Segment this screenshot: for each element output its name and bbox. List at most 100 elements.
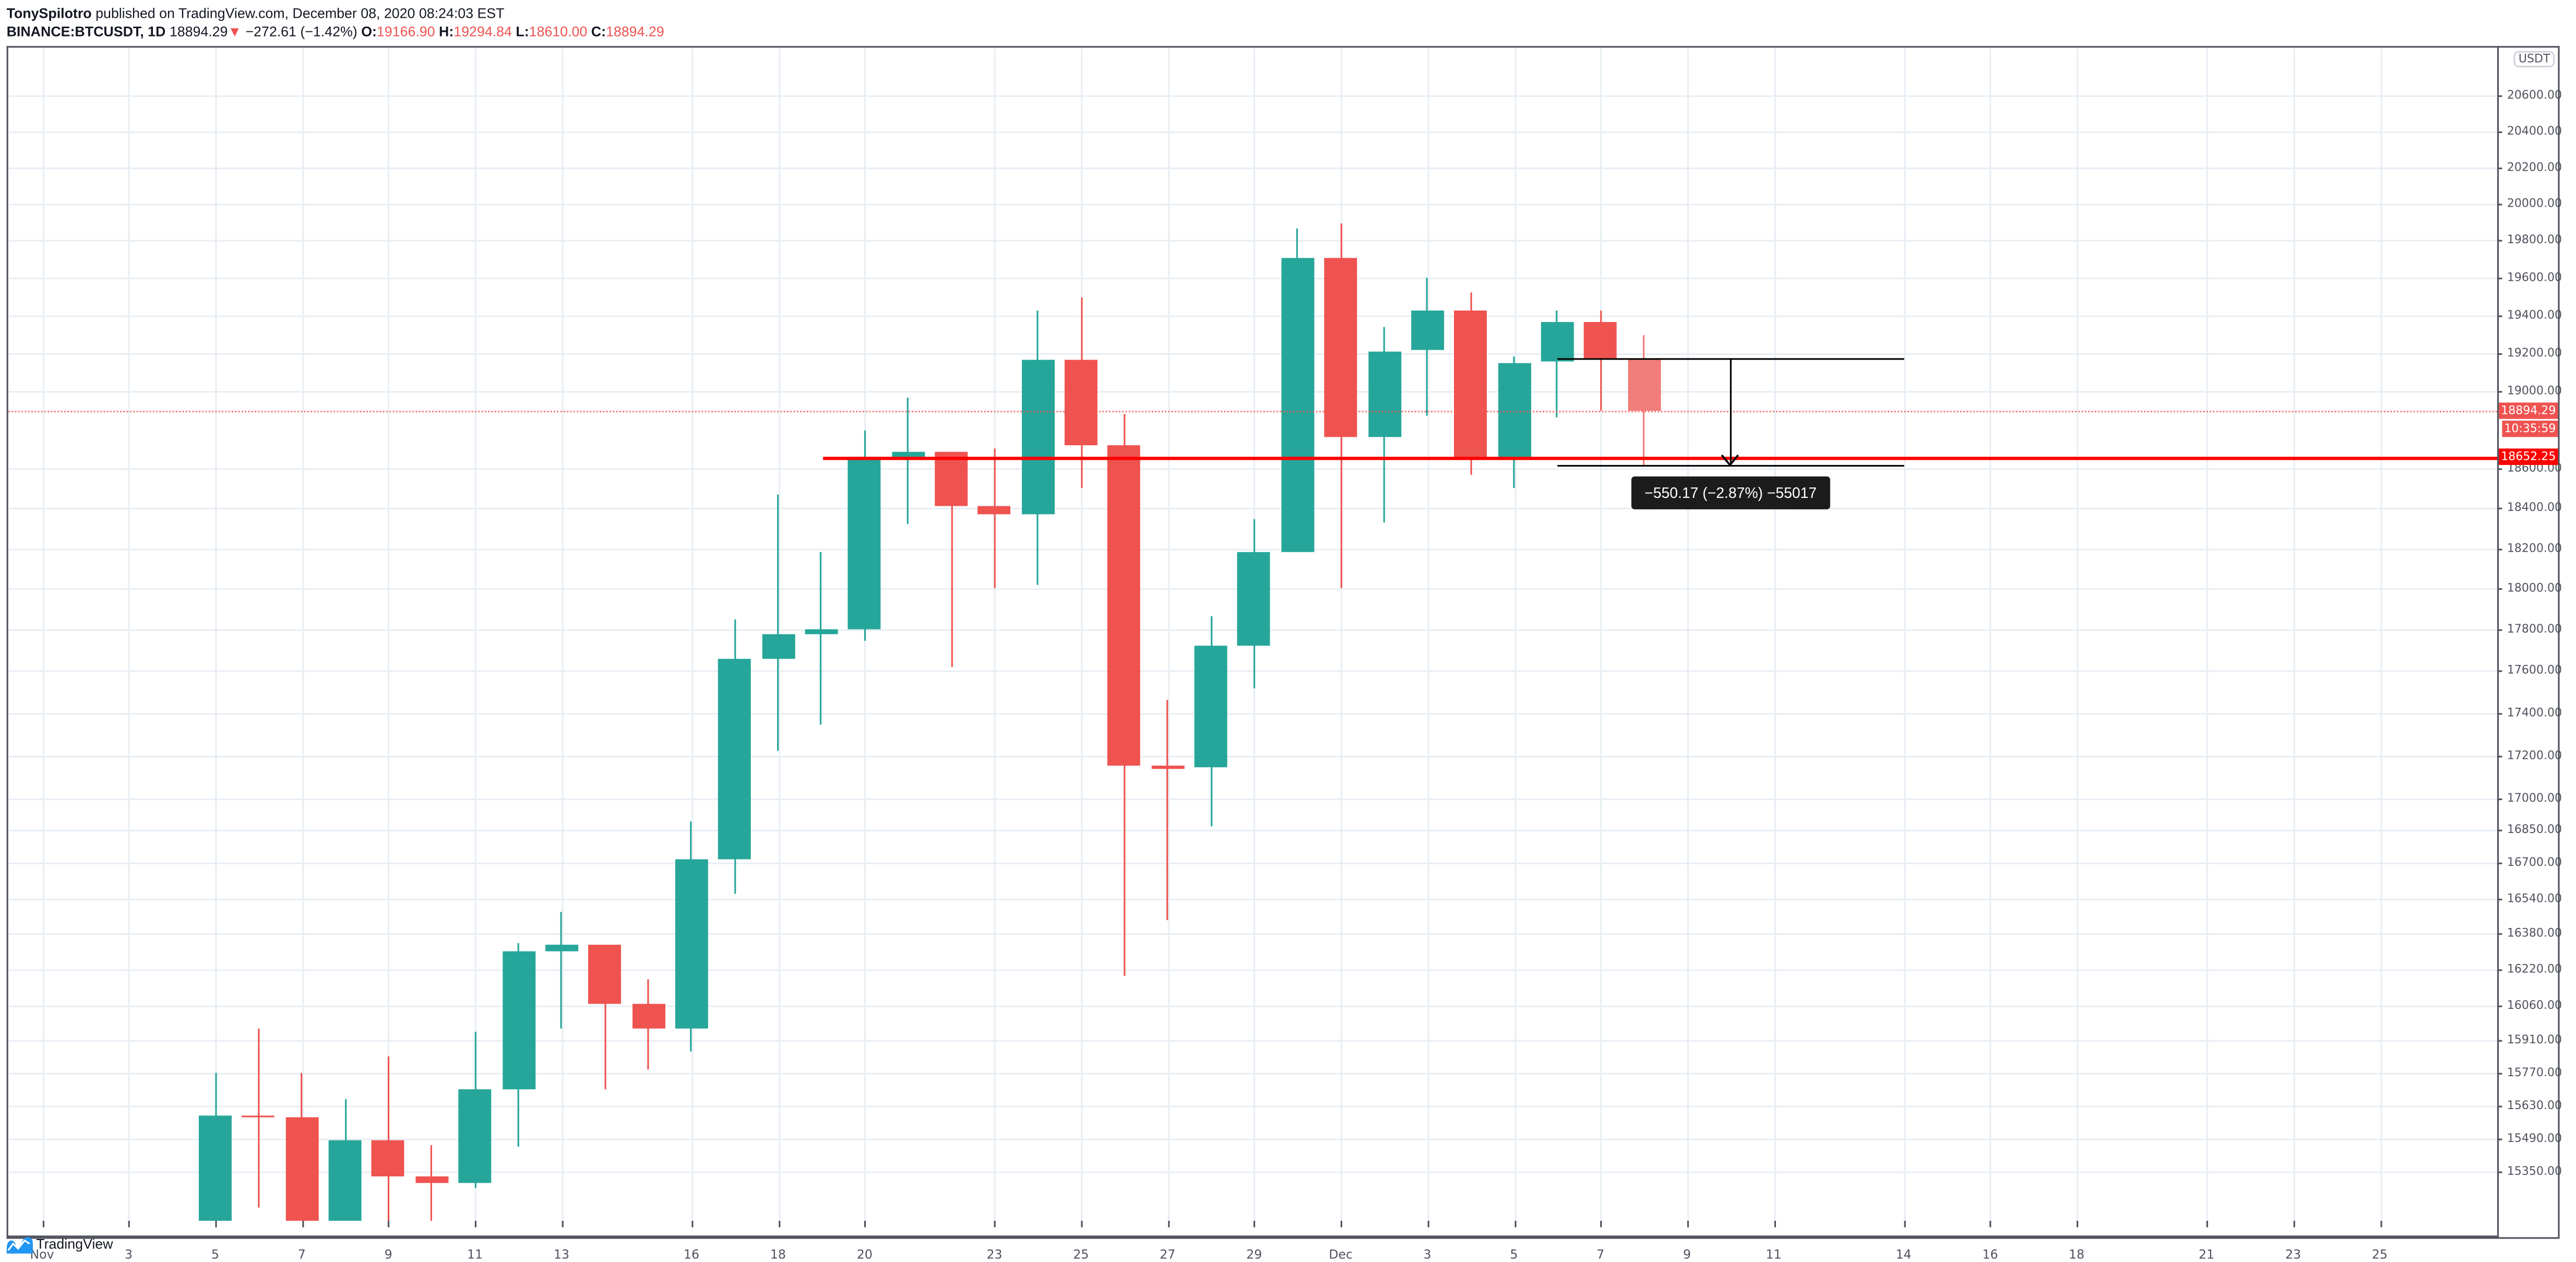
candle[interactable]	[1627, 359, 1661, 412]
grid-line-v	[1687, 47, 1689, 1221]
last-price: 18894.29	[169, 23, 228, 40]
candle[interactable]	[328, 1140, 362, 1221]
time-tick	[691, 1220, 694, 1228]
grid-line-h	[8, 755, 2497, 757]
time-label: Dec	[1329, 1247, 1353, 1262]
price-tick	[2497, 1006, 2502, 1008]
time-tick	[1341, 1220, 1343, 1228]
price-label: 19400.00	[2507, 308, 2562, 322]
open-key: O:	[361, 23, 377, 40]
price-tick	[2497, 755, 2502, 757]
price-label: 20400.00	[2507, 124, 2562, 138]
candle[interactable]	[1367, 351, 1401, 438]
time-tick	[388, 1220, 390, 1228]
level-line[interactable]	[823, 457, 2497, 460]
grid-line-h	[8, 130, 2497, 133]
chart-pane[interactable]	[6, 46, 2497, 1237]
candle-wick	[820, 552, 822, 725]
currency-badge[interactable]: USDT	[2513, 51, 2555, 68]
price-axis[interactable]	[2497, 46, 2560, 1237]
candle[interactable]	[848, 457, 881, 630]
candle-wick	[1600, 311, 1602, 411]
candle[interactable]	[977, 506, 1011, 515]
candle[interactable]	[805, 629, 838, 634]
grid-line-v	[1903, 47, 1905, 1221]
close-key: C:	[591, 23, 606, 40]
grid-line-v	[1341, 47, 1343, 1221]
time-label: 5	[1510, 1247, 1518, 1262]
price-tick	[2497, 203, 2502, 205]
author-name[interactable]: TonySpilotro	[6, 5, 92, 21]
measure-top-line[interactable]	[1557, 358, 1904, 361]
candle[interactable]	[198, 1114, 232, 1221]
candle[interactable]	[891, 451, 925, 457]
price-label: 15770.00	[2507, 1066, 2562, 1079]
arrow-down-icon	[1721, 455, 1739, 468]
candle[interactable]	[458, 1089, 492, 1184]
price-tick	[2497, 589, 2502, 591]
time-tick	[1687, 1220, 1689, 1228]
time-label: Nov	[30, 1247, 54, 1262]
candle[interactable]	[285, 1117, 318, 1221]
measure-vertical-line	[1730, 359, 1732, 466]
grid-line-v	[864, 47, 866, 1221]
time-tick	[302, 1220, 304, 1228]
candle[interactable]	[1237, 552, 1271, 647]
candle[interactable]	[545, 945, 578, 952]
grid-line-h	[8, 712, 2497, 715]
tradingview-logo[interactable]: TradingView	[6, 1234, 113, 1254]
candle[interactable]	[415, 1176, 448, 1184]
candle[interactable]	[1497, 362, 1531, 459]
time-tick	[1990, 1220, 1992, 1228]
grid-line-h	[8, 1171, 2497, 1173]
candle[interactable]	[1454, 311, 1487, 459]
candle[interactable]	[502, 951, 535, 1089]
grid-line-v	[2379, 47, 2382, 1221]
candle[interactable]	[718, 659, 752, 859]
grid-line-h	[8, 95, 2497, 97]
time-tick	[2379, 1220, 2382, 1228]
price-tick	[2497, 95, 2502, 97]
candle[interactable]	[1021, 360, 1055, 515]
candle[interactable]	[1064, 360, 1098, 446]
candle-wick	[993, 449, 996, 589]
close-value: 18894.29	[606, 23, 664, 40]
plot-area[interactable]	[8, 47, 2497, 1221]
candle[interactable]	[1194, 646, 1227, 768]
candle[interactable]	[372, 1140, 405, 1176]
time-label: 25	[2371, 1247, 2388, 1262]
price-label: 16380.00	[2507, 927, 2562, 940]
symbol-legend: BINANCE:BTCUSDT, 1D 18894.29▼ −272.61 (−…	[7, 23, 664, 39]
candle[interactable]	[1107, 445, 1141, 766]
candle-wick	[560, 911, 563, 1029]
time-label: 16	[1982, 1247, 1998, 1262]
candle[interactable]	[1541, 322, 1574, 363]
candle[interactable]	[1324, 258, 1357, 438]
level-price-tag: 18652.25	[2499, 448, 2558, 465]
price-tick	[2497, 1073, 2502, 1075]
candle[interactable]	[1281, 258, 1314, 553]
time-axis-border	[6, 1237, 2560, 1239]
candle[interactable]	[1411, 311, 1444, 351]
candle[interactable]	[1584, 322, 1617, 359]
time-label: 14	[1895, 1247, 1912, 1262]
candle[interactable]	[675, 859, 708, 1029]
candle-wick	[777, 494, 779, 751]
grid-line-h	[8, 315, 2497, 317]
candle[interactable]	[588, 945, 622, 1004]
candle[interactable]	[631, 1004, 665, 1029]
last-price-line	[8, 411, 2497, 413]
candle[interactable]	[761, 634, 795, 659]
time-tick	[475, 1220, 477, 1228]
price-tick	[2497, 969, 2502, 972]
price-tick	[2497, 863, 2502, 865]
time-tick	[1254, 1220, 1256, 1228]
candle[interactable]	[1151, 766, 1184, 768]
grid-line-v	[1427, 47, 1429, 1221]
price-tick	[2497, 1171, 2502, 1173]
time-label: 16	[683, 1247, 699, 1262]
grid-line-v	[994, 47, 996, 1221]
candle[interactable]	[935, 451, 968, 507]
candle[interactable]	[242, 1114, 275, 1117]
